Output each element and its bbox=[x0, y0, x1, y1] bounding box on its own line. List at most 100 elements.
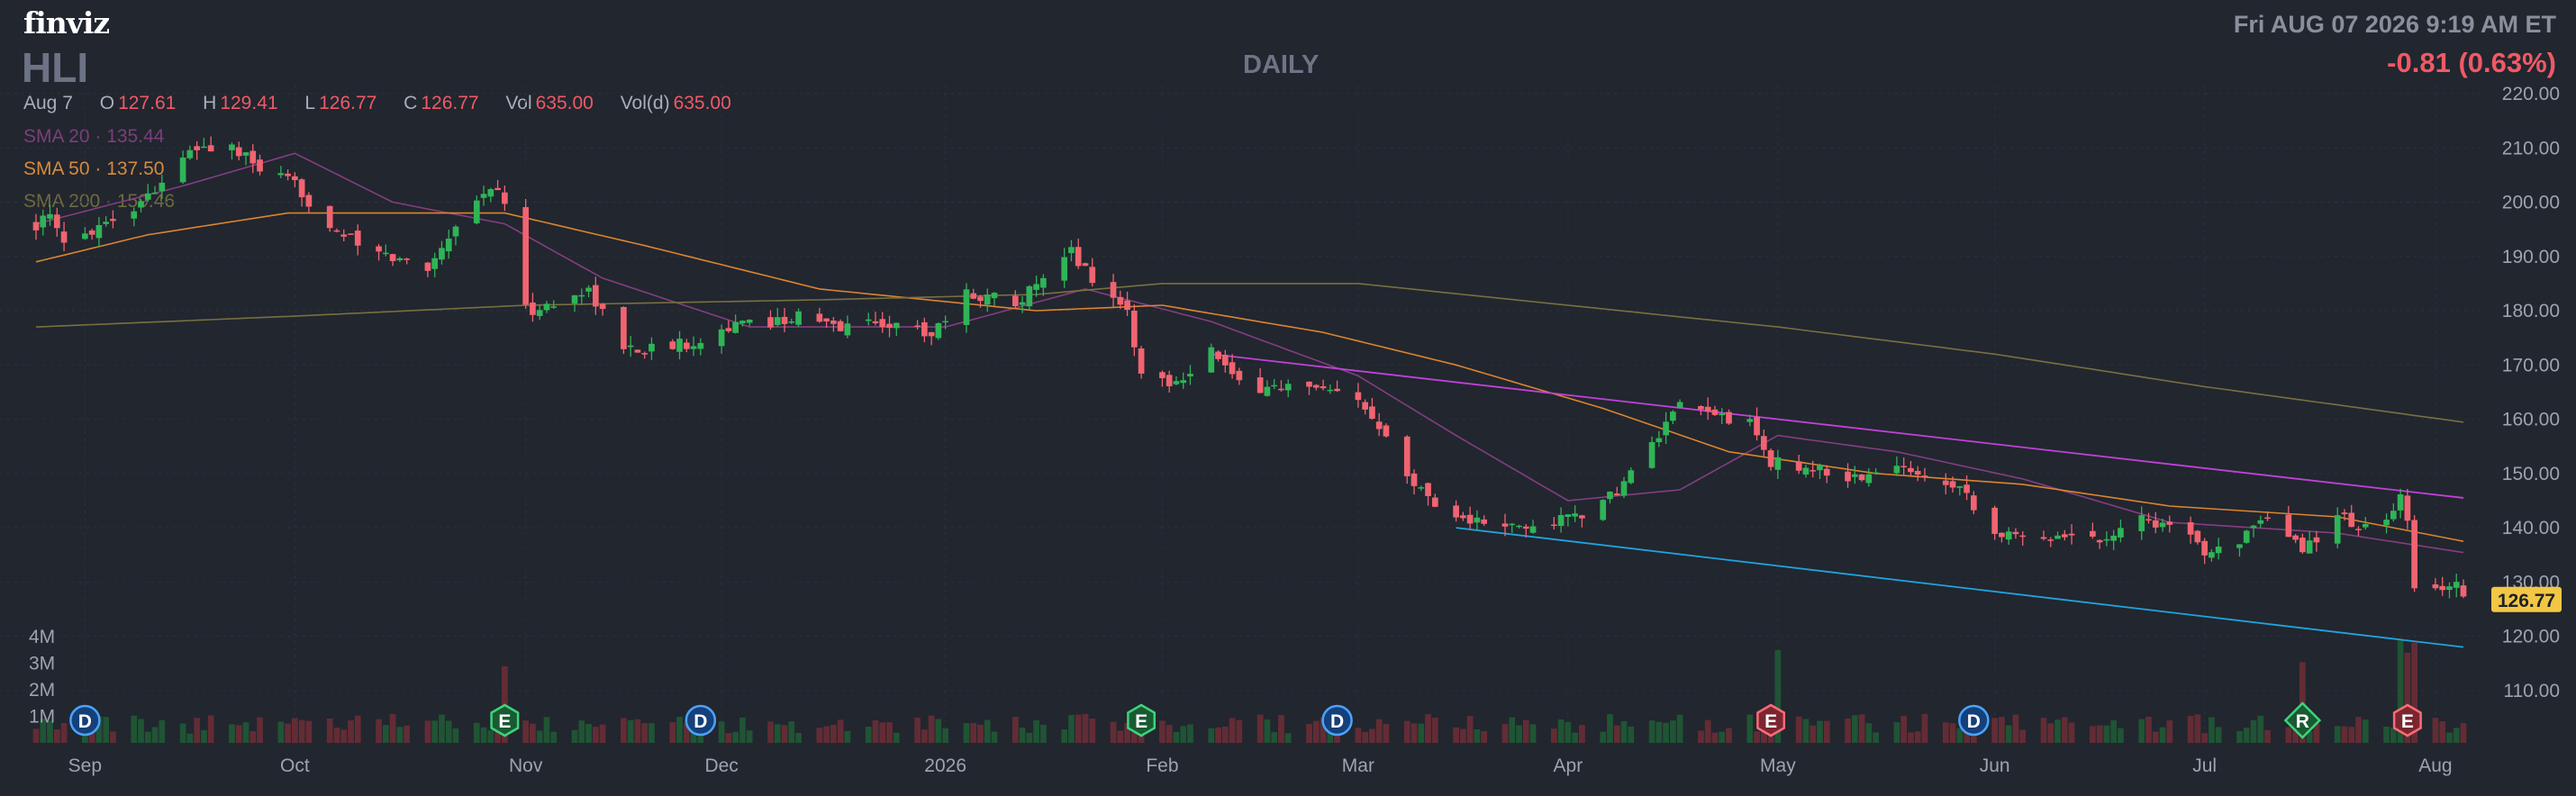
candle-body bbox=[82, 233, 88, 240]
date-tick-label: Feb bbox=[1146, 755, 1178, 776]
candle-body bbox=[1774, 457, 1782, 470]
volume-bar bbox=[1271, 732, 1278, 743]
sma50-legend[interactable]: SMA 50 · 137.50 bbox=[23, 158, 165, 179]
volume-bar bbox=[746, 730, 753, 743]
candle-body bbox=[1375, 421, 1383, 430]
sma200-legend[interactable]: SMA 200 · 159.46 bbox=[23, 191, 176, 212]
candle-body bbox=[970, 293, 977, 299]
event-marker-e[interactable]: E bbox=[1756, 703, 1786, 737]
volume-bar bbox=[2264, 729, 2271, 743]
volume-bar bbox=[816, 728, 823, 743]
candle-body bbox=[2264, 517, 2271, 520]
volume-bar bbox=[285, 723, 291, 743]
candle-body bbox=[1068, 247, 1075, 254]
volume-bar bbox=[131, 715, 138, 743]
volume-bar bbox=[487, 729, 494, 743]
candle-body bbox=[382, 252, 389, 255]
volume-bar bbox=[439, 714, 445, 743]
event-marker-d[interactable]: D bbox=[69, 704, 101, 737]
candle-body bbox=[1949, 481, 1956, 488]
candle-body bbox=[138, 201, 144, 208]
candle-body bbox=[627, 345, 634, 348]
candle-body bbox=[473, 200, 480, 224]
candle-body bbox=[1670, 412, 1676, 421]
event-marker-label: D bbox=[1330, 711, 1344, 732]
volume-bar bbox=[2243, 728, 2250, 743]
date-tick-label: Nov bbox=[509, 755, 543, 776]
candle-body bbox=[257, 159, 263, 172]
date-axis: Sep Oct Nov Dec 2026 Feb Mar Apr May Jun Jul Aug bbox=[68, 755, 2453, 776]
volume-bar bbox=[1019, 728, 1026, 743]
candle-body bbox=[1873, 472, 1879, 475]
event-marker-d[interactable]: D bbox=[1321, 704, 1353, 737]
candle-body bbox=[249, 150, 257, 164]
volume-bar bbox=[2446, 732, 2453, 743]
event-marker-e[interactable]: E bbox=[1127, 703, 1156, 737]
volume-bar bbox=[376, 719, 382, 743]
volume-bar bbox=[1557, 719, 1565, 743]
trendlines[interactable] bbox=[1211, 353, 2464, 648]
candle-body bbox=[2159, 522, 2166, 528]
last-price-tag: 126.77 bbox=[2491, 586, 2562, 612]
candle-body bbox=[1306, 381, 1312, 387]
volume-bar bbox=[739, 717, 746, 743]
volume-bar bbox=[1375, 719, 1383, 743]
candle-body bbox=[767, 317, 774, 328]
event-marker-e[interactable]: E bbox=[490, 703, 520, 737]
candle-body bbox=[179, 157, 186, 183]
volume-bar bbox=[1761, 731, 1767, 743]
volume-bar bbox=[53, 729, 60, 743]
candle-body bbox=[837, 321, 844, 331]
volume-bar bbox=[1893, 722, 1900, 743]
event-marker-d[interactable]: D bbox=[1958, 704, 1990, 737]
event-marker-label: E bbox=[1135, 711, 1147, 732]
candle-body bbox=[1704, 406, 1711, 412]
volume-bar bbox=[2159, 727, 2166, 743]
candle-body bbox=[725, 328, 732, 331]
volume-bar bbox=[1460, 728, 1466, 743]
candle-body bbox=[2257, 520, 2264, 524]
volume-bar bbox=[2019, 729, 2027, 743]
volume-bar bbox=[1711, 732, 1719, 743]
candle-body bbox=[1383, 425, 1390, 437]
event-marker-d[interactable]: D bbox=[685, 704, 717, 737]
candle-body bbox=[530, 302, 536, 315]
candle-body bbox=[816, 313, 823, 322]
candle-body bbox=[2068, 533, 2075, 536]
candle-body bbox=[1802, 467, 1810, 475]
candle-body bbox=[683, 342, 690, 349]
volume-bar bbox=[179, 723, 186, 743]
candle-body bbox=[1676, 402, 1683, 409]
candle-body bbox=[47, 213, 53, 219]
volume-bar bbox=[914, 718, 921, 743]
event-marker-e[interactable]: E bbox=[2392, 703, 2422, 737]
volume-bar bbox=[1565, 721, 1572, 743]
candle-body bbox=[40, 215, 47, 228]
candle-body bbox=[1607, 492, 1613, 500]
volume-bar bbox=[1075, 714, 1082, 743]
volume-bar bbox=[963, 723, 970, 743]
event-marker-r[interactable]: R bbox=[2283, 701, 2322, 739]
volume-bar bbox=[2090, 726, 2096, 743]
candle-body bbox=[2355, 529, 2362, 530]
volume-bar bbox=[1284, 733, 1292, 743]
sma20-legend[interactable]: SMA 20 · 135.44 bbox=[23, 126, 165, 147]
date-tick-label: Aug bbox=[2418, 755, 2452, 776]
candle-body bbox=[1600, 500, 1607, 520]
candle-body bbox=[2390, 511, 2397, 520]
candle-body bbox=[2299, 538, 2306, 553]
candle-body bbox=[1865, 474, 1873, 484]
date-tick-label: 2026 bbox=[924, 755, 966, 776]
volume-bar bbox=[404, 725, 410, 743]
volume-bar bbox=[1810, 725, 1817, 743]
finviz-logo[interactable]: finviz bbox=[23, 5, 110, 41]
candle-body bbox=[2439, 585, 2446, 591]
volume-bar bbox=[1607, 714, 1613, 743]
volume-bar bbox=[1221, 726, 1229, 743]
volume-bar bbox=[1999, 717, 2005, 743]
candle-body bbox=[1655, 438, 1663, 443]
candle-body bbox=[186, 149, 194, 158]
volume-bar bbox=[60, 723, 68, 743]
